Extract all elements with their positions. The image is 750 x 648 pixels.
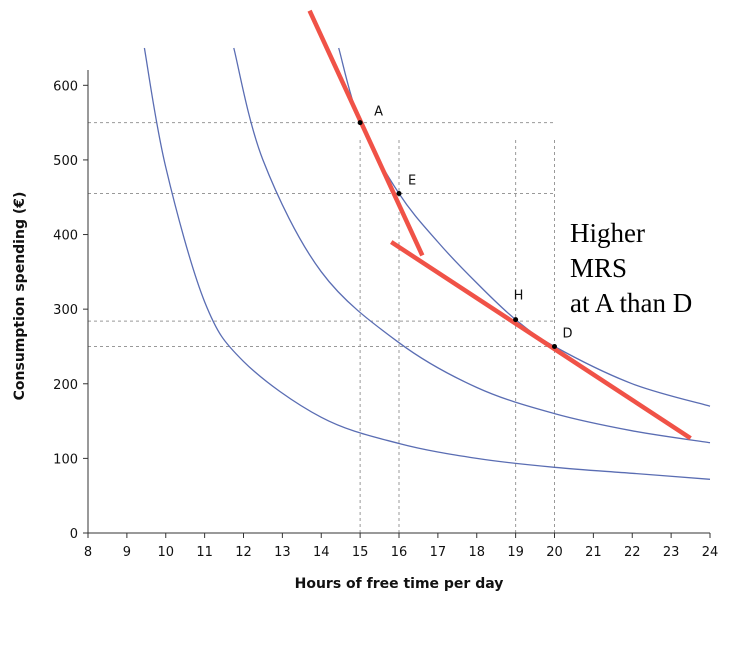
y-tick-label: 500 xyxy=(53,154,78,169)
point-h xyxy=(513,317,519,323)
x-tick-label: 19 xyxy=(507,545,524,560)
tangent-lines xyxy=(307,9,692,441)
x-tick-label: 22 xyxy=(624,545,641,560)
y-tick-label: 300 xyxy=(53,303,78,318)
y-tick-label: 600 xyxy=(53,79,78,94)
point-d xyxy=(552,343,557,349)
x-tick-label: 15 xyxy=(352,545,369,560)
point-label-h: H xyxy=(514,289,524,304)
y-tick-label: 200 xyxy=(53,378,78,393)
point-a xyxy=(357,120,363,126)
annotation-line-1: Higher xyxy=(570,218,645,248)
x-tick-label: 10 xyxy=(157,545,174,560)
x-tick-label: 13 xyxy=(274,545,291,560)
x-tick-label: 12 xyxy=(235,545,252,560)
x-tick-label: 11 xyxy=(196,545,213,560)
x-tick-label: 21 xyxy=(585,545,602,560)
y-tick-label: 0 xyxy=(70,527,78,542)
indifference-curve-1 xyxy=(143,47,711,480)
point-e xyxy=(396,191,402,196)
point-label-e: E xyxy=(408,174,416,189)
x-tick-label: 24 xyxy=(702,545,719,560)
x-tick-label: 16 xyxy=(391,545,408,560)
tangent-line-2 xyxy=(389,240,692,441)
x-tick-label: 9 xyxy=(123,545,131,560)
annotation-line-3: at A than D xyxy=(570,288,693,318)
tangent-line-1 xyxy=(307,9,425,257)
x-tick-label: 23 xyxy=(663,545,680,560)
y-axis-title: Consumption spending (€) xyxy=(12,192,28,401)
x-tick-label: 14 xyxy=(313,545,330,560)
indifference-curve-2 xyxy=(233,47,711,444)
x-tick-label: 17 xyxy=(430,545,447,560)
y-tick-label: 100 xyxy=(53,452,78,467)
x-tick-label: 8 xyxy=(84,545,92,560)
labeled-points: A E H D xyxy=(357,105,573,349)
axes: 8 9 10 11 12 13 14 15 16 17 18 19 20 21 22 23 24 0 100 200 3… xyxy=(53,70,718,560)
reference-lines xyxy=(88,122,555,533)
x-tick-label: 18 xyxy=(468,545,485,560)
x-axis-title: Hours of free time per day xyxy=(295,576,504,592)
point-label-d: D xyxy=(563,326,573,341)
y-tick-label: 400 xyxy=(53,229,78,244)
point-label-a: A xyxy=(374,105,383,120)
x-tick-label: 20 xyxy=(546,545,563,560)
annotation-line-2: MRS xyxy=(570,253,628,283)
mrs-annotation: Higher MRS at A than D xyxy=(570,216,692,321)
